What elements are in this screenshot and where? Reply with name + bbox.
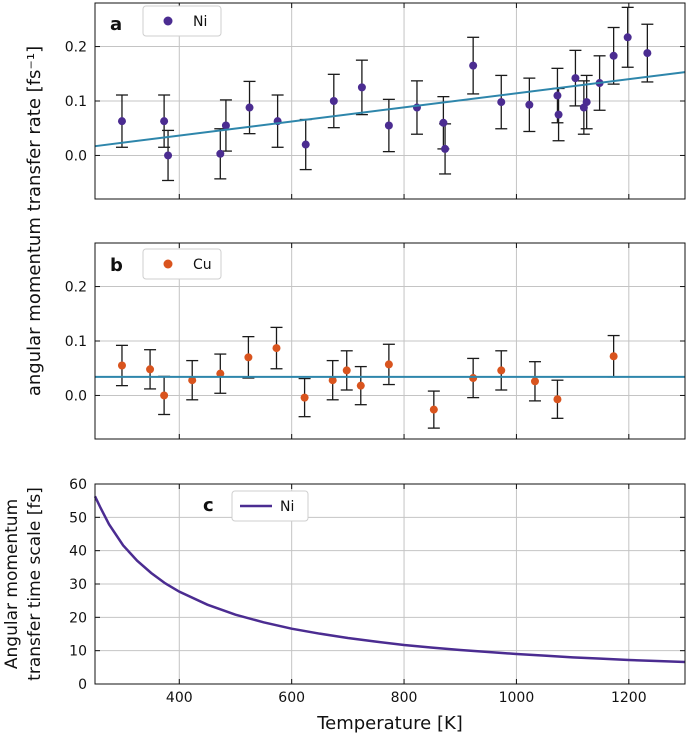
data-point xyxy=(221,121,230,130)
legend: Ni xyxy=(231,490,309,522)
legend-box xyxy=(142,248,222,280)
data-point xyxy=(384,360,393,369)
y-axis-title: angular momentum transfer rate [fs⁻¹] xyxy=(24,46,45,396)
y-tick-label: 0 xyxy=(78,677,87,693)
x-tick-label: 1200 xyxy=(611,690,647,706)
data-point xyxy=(469,61,478,70)
x-tick-label: 600 xyxy=(278,690,305,706)
data-point xyxy=(117,117,126,126)
data-point xyxy=(384,121,393,130)
data-point xyxy=(553,395,562,404)
x-axis-title: Temperature [K] xyxy=(316,713,463,734)
y-tick-label: 50 xyxy=(69,510,87,526)
data-point xyxy=(146,365,155,374)
data-point xyxy=(357,83,366,92)
data-point xyxy=(609,352,618,361)
data-point xyxy=(342,366,351,375)
x-tick-label: 1000 xyxy=(499,690,535,706)
y-tick-label: 10 xyxy=(69,644,87,660)
data-point xyxy=(497,366,506,375)
series-line xyxy=(93,495,686,664)
data-point xyxy=(469,374,478,383)
data-point xyxy=(441,144,450,153)
data-point xyxy=(571,74,580,83)
data-point xyxy=(643,49,652,58)
data-point xyxy=(554,110,563,119)
x-tick-label: 800 xyxy=(391,690,418,706)
data-point xyxy=(216,149,225,158)
y-tick-label: 0.1 xyxy=(65,94,87,110)
y-tick-label: 60 xyxy=(69,477,87,493)
data-point xyxy=(188,376,197,385)
legend-label: Ni xyxy=(193,14,207,30)
data-point xyxy=(160,117,169,126)
plot-frame xyxy=(94,242,686,440)
y-tick-label: 20 xyxy=(69,610,87,626)
legend-label: Ni xyxy=(280,499,294,515)
panel-c: 400 600 800 1000 1200 0 10 20 30 40 50 60 c Ni xyxy=(69,477,686,706)
legend-marker xyxy=(163,259,173,269)
y-axis-title-line-2: transfer time scale [fs] xyxy=(25,487,45,681)
data-point xyxy=(623,33,632,42)
data-point xyxy=(329,97,338,105)
data-point xyxy=(301,140,310,149)
data-point xyxy=(244,353,253,362)
y-tick-label: 0.1 xyxy=(65,334,87,350)
legend-box xyxy=(142,5,222,37)
data-point xyxy=(497,98,506,107)
legend-marker xyxy=(163,16,173,26)
data-point xyxy=(164,151,173,160)
y-tick-label: 0.2 xyxy=(65,280,87,296)
y-tick-label: 0.0 xyxy=(65,388,87,404)
panel-label: a xyxy=(110,14,122,35)
data-point xyxy=(525,100,534,109)
data-point xyxy=(245,103,254,112)
plot-frame xyxy=(94,483,686,685)
data-point xyxy=(439,118,448,127)
fit-line xyxy=(94,71,686,148)
plot-frame xyxy=(94,2,686,200)
data-point xyxy=(117,361,126,370)
legend: Cu xyxy=(142,248,222,280)
y-tick-label: 0.0 xyxy=(65,148,87,164)
panel-b: 0.0 0.1 0.2 b Cu xyxy=(65,242,686,440)
x-tick-label: 400 xyxy=(166,690,193,706)
y-tick-label: 40 xyxy=(69,544,87,560)
data-point xyxy=(272,344,281,353)
data-point xyxy=(429,405,438,414)
legend-label: Cu xyxy=(193,257,212,273)
legend: Ni xyxy=(142,5,222,37)
data-point xyxy=(582,98,591,107)
data-point xyxy=(553,91,562,100)
data-point xyxy=(530,377,539,386)
data-point xyxy=(609,51,618,60)
data-point xyxy=(300,393,309,402)
data-point xyxy=(328,376,337,385)
data-point xyxy=(160,391,169,400)
data-point xyxy=(356,381,365,390)
panel-label: b xyxy=(110,255,123,276)
panel-a: 0.0 0.1 0.2 a Ni xyxy=(65,2,686,200)
y-tick-label: 30 xyxy=(69,577,87,593)
panel-label: c xyxy=(203,495,214,516)
data-point xyxy=(216,369,225,378)
y-tick-label: 0.2 xyxy=(65,40,87,56)
y-axis-title-line-1: Angular momentum xyxy=(2,499,22,669)
